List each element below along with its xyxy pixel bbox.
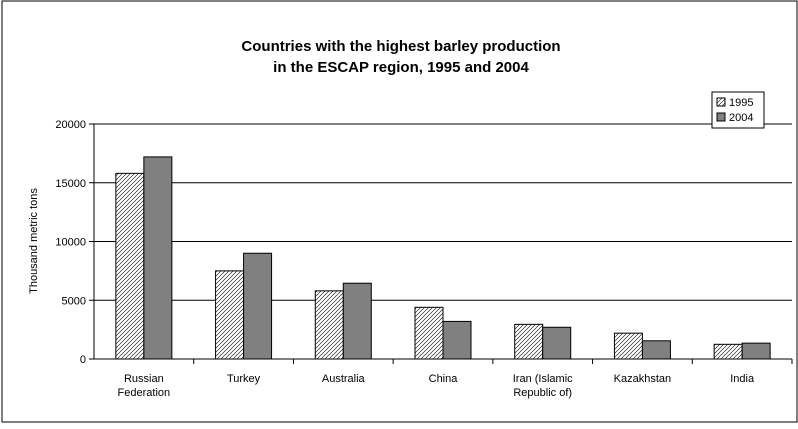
bar-1995-0 (115, 172, 145, 360)
x-tick-label: Russian (124, 373, 164, 385)
bar-1995-5 (613, 332, 643, 360)
bar-1995-6 (713, 343, 743, 360)
x-tick-label: Republic of) (513, 387, 572, 399)
y-tick-label: 10000 (55, 237, 86, 249)
x-tick-label: Australia (322, 373, 366, 385)
x-tick-label: Iran (Islamic (513, 373, 573, 385)
bar-2004-5 (641, 340, 671, 360)
chart-title-line2: in the ESCAP region, 1995 and 2004 (273, 59, 529, 76)
bar-1995-4 (514, 323, 544, 360)
legend-label-1995: 1995 (729, 97, 753, 109)
legend-box (711, 91, 765, 129)
y-tick-label: 5000 (62, 295, 86, 307)
x-tick-label: China (429, 373, 459, 385)
bar-1995-2 (314, 290, 344, 360)
bar-2004-3 (442, 320, 472, 360)
y-tick-label: 20000 (55, 119, 86, 131)
bar-2004-2 (342, 282, 372, 360)
legend-swatch-2004 (716, 112, 726, 122)
y-tick-label: 15000 (55, 178, 86, 190)
x-tick-label: Kazakhstan (614, 373, 671, 385)
bar-2004-6 (741, 342, 771, 360)
legend-swatch-1995 (716, 97, 726, 107)
bar-2004-4 (542, 326, 572, 360)
bar-2004-1 (243, 252, 273, 360)
bar-1995-1 (215, 270, 245, 360)
bar-2004-0 (143, 156, 173, 360)
y-tick-label: 0 (80, 354, 86, 366)
bar-1995-3 (414, 306, 444, 360)
chart-title-line1: Countries with the highest barley produc… (241, 38, 560, 55)
x-tick-label: India (730, 373, 755, 385)
y-axis-label: Thousand metric tons (28, 188, 40, 294)
x-tick-label: Federation (118, 387, 171, 399)
legend-label-2004: 2004 (729, 112, 753, 124)
x-tick-label: Turkey (227, 373, 261, 385)
